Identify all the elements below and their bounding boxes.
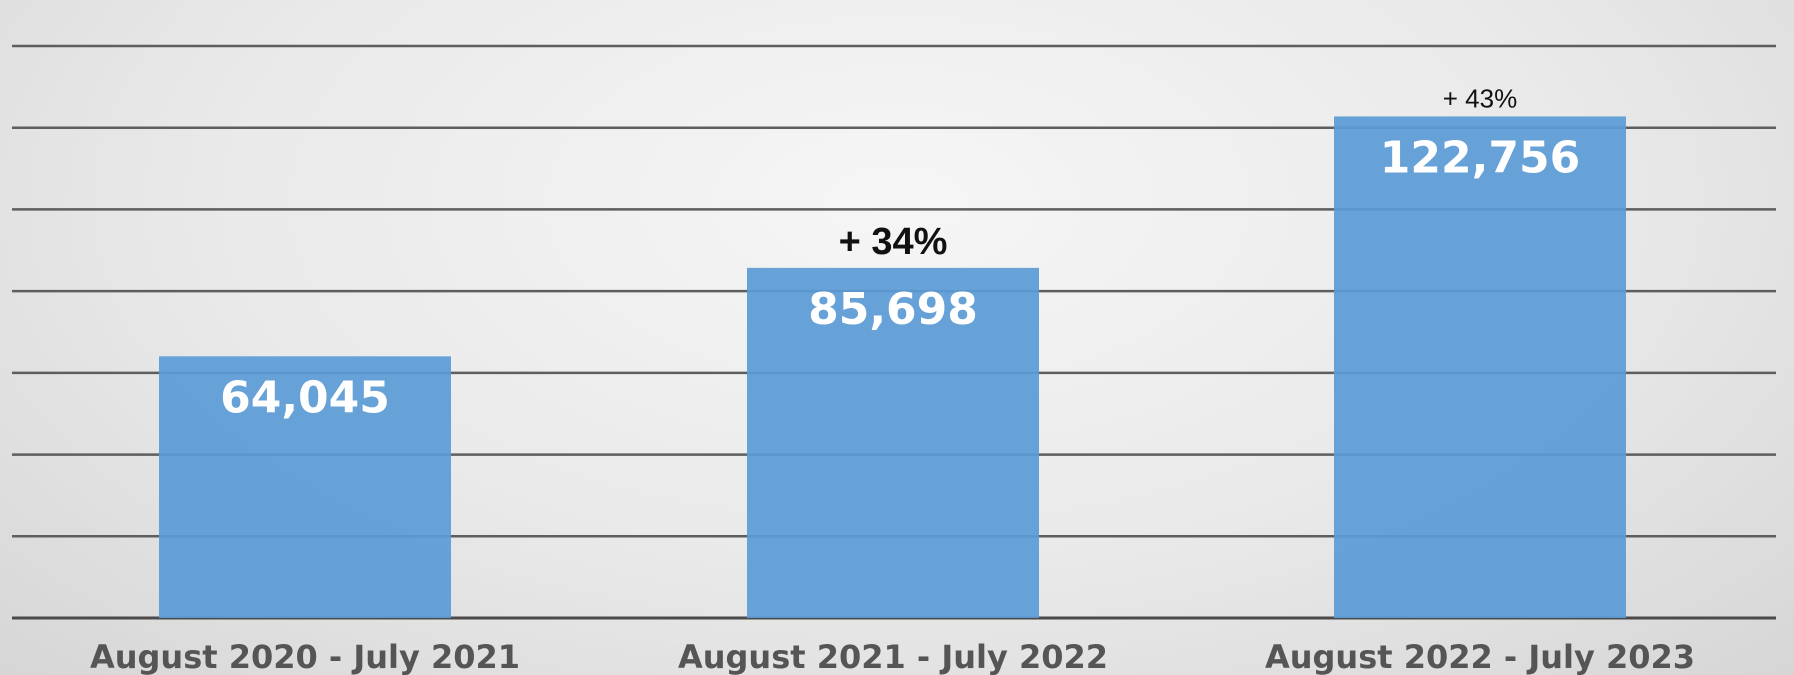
bars: [159, 116, 1626, 619]
data-label: 85,698: [808, 284, 978, 335]
category-label: August 2022 - July 2023: [1265, 638, 1695, 675]
bar: [1334, 116, 1626, 619]
category-label: August 2021 - July 2022: [678, 638, 1108, 675]
growth-label: + 34%: [839, 221, 948, 263]
category-label: August 2020 - July 2021: [90, 638, 520, 675]
data-label: 122,756: [1380, 132, 1580, 183]
bar: [747, 267, 1039, 618]
bar: [159, 356, 451, 618]
growth-label: + 43%: [1443, 83, 1517, 113]
labels: 64,045 August 2020 - July 2021 85,698 Augus…: [90, 83, 1695, 675]
data-label: 64,045: [220, 372, 390, 423]
